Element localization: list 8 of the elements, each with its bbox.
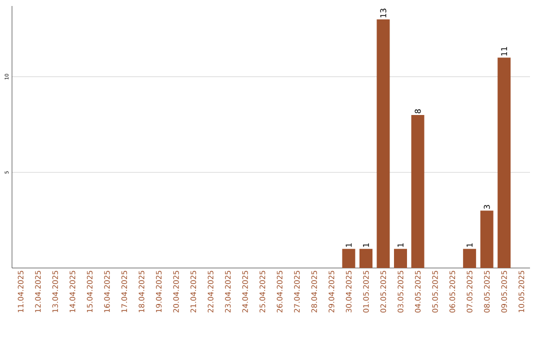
bar: [480, 210, 494, 268]
bar: [463, 248, 476, 268]
bar: [376, 19, 390, 268]
bar: [411, 115, 424, 268]
bar: [498, 58, 511, 268]
bar: [394, 248, 408, 268]
bar: [359, 248, 372, 268]
bar: [342, 248, 356, 268]
